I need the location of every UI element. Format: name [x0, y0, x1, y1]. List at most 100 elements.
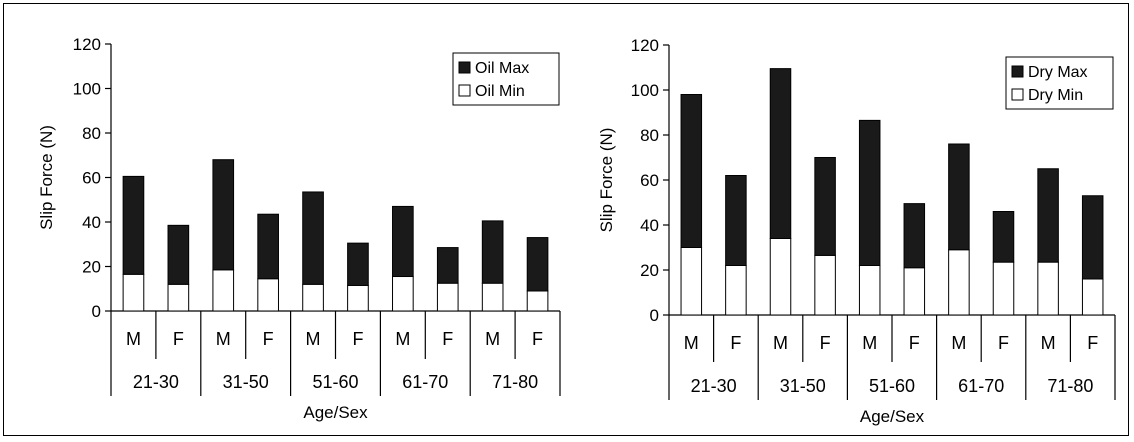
chart2-y-tick-label: 80 — [640, 126, 659, 145]
chart1-y-tick-label: 120 — [73, 35, 101, 54]
chart2-bar-dry-min — [903, 267, 926, 316]
chart1-category-label: M — [306, 329, 321, 349]
chart1-legend-box — [452, 52, 560, 106]
chart2-bar-dry-min — [725, 265, 747, 316]
chart2-bar-dry-max — [725, 175, 747, 266]
chart2-group-label: 21-30 — [691, 376, 737, 396]
chart2-legend: Dry Max Dry Min — [1005, 56, 1114, 110]
chart2-bar-dry-min — [992, 261, 1015, 316]
chart2-y-axis-title: Slip Force (N) — [597, 128, 616, 233]
chart1-y-tick-label: 80 — [82, 124, 101, 143]
chart1-category-label: F — [263, 329, 274, 349]
chart2-category-label: F — [909, 333, 920, 353]
chart2-y-tick-label: 60 — [640, 171, 659, 190]
chart1-legend-swatch — [458, 84, 471, 97]
chart1-bar-oil-min — [347, 284, 369, 312]
chart2-bar-dry-max — [680, 94, 703, 248]
chart2-bar-dry-max — [858, 119, 881, 266]
chart1-group-label: 61-70 — [402, 372, 448, 392]
chart2-legend-swatch — [1011, 88, 1024, 101]
chart1-y-tick-label: 60 — [82, 169, 101, 188]
chart2-y-tick-label: 120 — [631, 36, 659, 55]
chart1-legend-label: Oil Max — [475, 60, 529, 77]
chart1-y-axis-title: Slip Force (N) — [37, 125, 56, 230]
chart2-bar-dry-max — [1081, 195, 1104, 280]
chart1-bar-oil-min — [257, 278, 279, 312]
chart1-group-label: 51-60 — [312, 372, 358, 392]
chart1-category-label: F — [442, 329, 453, 349]
chart1-bar-oil-max — [347, 242, 369, 286]
chart2-category-label: M — [951, 333, 966, 353]
chart1-bar-oil-max — [481, 220, 504, 284]
chart2-bar-dry-min — [769, 238, 792, 316]
chart1-category-label: M — [126, 329, 141, 349]
chart1-y-tick-label: 0 — [92, 302, 101, 321]
chart2-bar-dry-min — [1037, 261, 1059, 316]
chart2-category-label: M — [773, 333, 788, 353]
figure-frame: 0 20 40 60 80 100 120 M F M F M F M F M F 21-30 31-50 51-60… — [3, 3, 1129, 436]
chart1-bar-oil-min — [167, 283, 190, 312]
chart1-y-tick-label: 100 — [73, 80, 101, 99]
chart1-bar-oil-max — [392, 205, 414, 278]
chart1-category-label: M — [395, 329, 410, 349]
chart2-bar-dry-min — [1081, 278, 1104, 316]
chart2-category-label: F — [1087, 333, 1098, 353]
chart2-legend-label: Dry Max — [1028, 64, 1088, 81]
chart1-bar-oil-max — [302, 191, 324, 285]
chart2-bar-dry-max — [948, 143, 970, 251]
chart2-y-tick-label: 100 — [631, 81, 659, 100]
chart2-y-tick-label: 40 — [640, 216, 659, 235]
chart1-category-label: F — [173, 329, 184, 349]
chart1-category-label: M — [216, 329, 231, 349]
chart2: 0 20 40 60 80 100 120 M F M F M F M F M F 21-30 31-50 51-60… — [597, 36, 1116, 426]
chart1-bar-oil-min — [436, 282, 459, 312]
chart2-category-label: M — [684, 333, 699, 353]
chart2-bar-dry-max — [992, 211, 1015, 263]
chart1-group-label: 71-80 — [492, 372, 538, 392]
chart2-legend-swatch — [1011, 65, 1024, 78]
chart2-bar-dry-max — [1037, 168, 1059, 263]
chart2-legend-box — [1005, 56, 1114, 110]
chart2-group-label: 31-50 — [780, 376, 826, 396]
chart1-bar-oil-min — [212, 269, 235, 312]
chart1-group-label: 21-30 — [133, 372, 179, 392]
chart1-category-label: F — [532, 329, 543, 349]
chart1: 0 20 40 60 80 100 120 M F M F M F M F M F 21-30 31-50 51-60… — [37, 35, 561, 422]
chart1-x-axis-title: Age/Sex — [303, 403, 368, 422]
chart1-y-tick-label: 40 — [82, 213, 101, 232]
chart2-category-label: M — [862, 333, 877, 353]
chart1-legend-swatch — [458, 61, 471, 74]
chart2-category-label: F — [730, 333, 741, 353]
chart2-bar-dry-max — [769, 68, 792, 239]
chart2-bar-dry-max — [903, 203, 926, 269]
chart-figure: 0 20 40 60 80 100 120 M F M F M F M F M F 21-30 31-50 51-60… — [37, 35, 1116, 426]
chart1-y-tick-label: 20 — [82, 258, 101, 277]
chart1-bar-oil-min — [302, 283, 324, 312]
chart1-bar-oil-min — [392, 276, 414, 312]
chart2-category-label: F — [820, 333, 831, 353]
chart1-bar-oil-max — [167, 224, 190, 285]
chart2-bar-dry-min — [948, 249, 970, 316]
chart1-bar-oil-min — [481, 282, 504, 312]
chart2-bar-dry-max — [814, 157, 836, 256]
chart2-bar-dry-min — [858, 265, 881, 316]
chart2-x-axis-title: Age/Sex — [860, 407, 925, 426]
chart2-bar-dry-min — [680, 247, 703, 316]
chart2-legend-label: Dry Min — [1028, 87, 1083, 104]
chart2-group-label: 71-80 — [1047, 376, 1093, 396]
chart1-category-label: M — [485, 329, 500, 349]
chart2-bar-dry-min — [814, 254, 836, 316]
chart1-bar-oil-max — [122, 175, 145, 275]
chart2-group-label: 51-60 — [869, 376, 915, 396]
chart2-group-label: 61-70 — [958, 376, 1004, 396]
chart2-y-tick-label: 0 — [650, 306, 659, 325]
chart2-y-tick-label: 20 — [640, 261, 659, 280]
chart1-bar-oil-max — [257, 213, 279, 280]
chart1-group-label: 31-50 — [223, 372, 269, 392]
chart1-legend: Oil Max Oil Min — [452, 52, 560, 106]
chart1-legend-label: Oil Min — [475, 83, 525, 100]
chart1-bar-oil-max — [436, 247, 459, 284]
chart1-category-label: F — [352, 329, 363, 349]
chart1-bar-oil-max — [212, 159, 235, 271]
chart2-category-label: F — [998, 333, 1009, 353]
